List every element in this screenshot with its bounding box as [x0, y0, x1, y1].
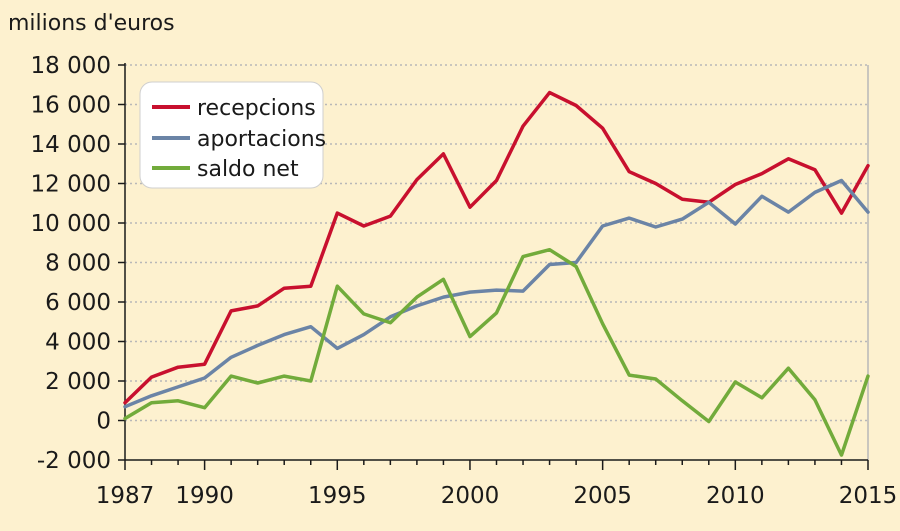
gridlines: [125, 64, 868, 422]
y-tick-label: 0: [96, 409, 111, 435]
series-line-saldo-net: [123, 247, 870, 457]
series-lines: [123, 90, 870, 457]
x-tick-label: 2005: [573, 483, 632, 509]
axes: [118, 63, 869, 470]
legend-label-saldo-net: saldo net: [197, 157, 299, 182]
y-tick-label: 10 000: [31, 211, 111, 237]
y-tick-label: 18 000: [31, 53, 111, 79]
y-axis-label: milions d'euros: [8, 11, 175, 36]
series-line-aportacions: [123, 178, 870, 409]
y-tick-label: 6 000: [45, 290, 111, 316]
y-tick-label: 8 000: [45, 251, 111, 277]
x-tick-label: 2000: [441, 483, 500, 509]
y-tick-label: 12 000: [31, 172, 111, 198]
legend-label-aportacions: aportacions: [197, 127, 326, 152]
y-tick-label: 16 000: [31, 93, 111, 119]
tick-labels: -2 000 0 2 000 4 000 6 000 8 000 10 000 12 000 1…: [31, 53, 898, 509]
x-tick-label: 1987: [96, 483, 155, 509]
x-tick-label: 1995: [308, 483, 367, 509]
y-tick-label: -2 000: [37, 448, 111, 474]
y-tick-label: 14 000: [31, 132, 111, 158]
legend-label-recepcions: recepcions: [197, 96, 316, 121]
x-tick-label: 1990: [175, 483, 234, 509]
legend: recepcions aportacions saldo net: [139, 81, 326, 189]
series-line-recepcions: [123, 90, 870, 405]
y-tick-label: 2 000: [45, 369, 111, 395]
x-tick-label: 2015: [839, 483, 898, 509]
y-tick-label: 4 000: [45, 330, 111, 356]
x-tick-label: 2010: [706, 483, 765, 509]
